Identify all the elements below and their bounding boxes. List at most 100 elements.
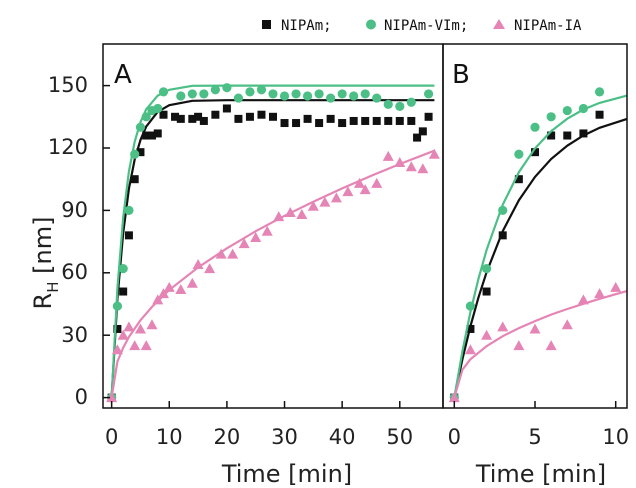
panel-b-data-point-nipam (579, 129, 588, 138)
panel-b-x-tick-label: 0 (448, 425, 461, 449)
panel-a-data-point-nipam (326, 114, 335, 123)
panel-a-data-point-nipam-vim (245, 87, 255, 97)
panel-a-x-tick-label: 10 (156, 425, 183, 449)
panel-a-data-point-nipam-ia (152, 294, 164, 305)
panel-a-data-point-nipam-vim (268, 89, 278, 99)
legend-label-nipam-vim: NIPAm-VIm; (384, 18, 468, 34)
panel-b-data-point-nipam-vim (498, 205, 508, 215)
panel-a-data-point-nipam-vim (383, 99, 393, 109)
panel-b-data-point-nipam-ia (577, 294, 589, 305)
panel-b-data-point-nipam (498, 231, 507, 240)
panel-b-x-tick-label: 10 (602, 425, 629, 449)
panel-b-data-point-nipam-ia (561, 319, 573, 330)
panel-a-data-point-nipam-vim (326, 93, 336, 103)
panel-a-data-point-nipam (361, 116, 370, 125)
panel-b-ticks: 0 5 10 (448, 401, 629, 449)
panel-a-data-point-nipam (159, 110, 168, 119)
panel-a-data-point-nipam (245, 112, 254, 121)
y-tick-label: 90 (61, 198, 88, 222)
panel-a-data-point-nipam (147, 131, 156, 140)
panel-a-data-point-nipam (194, 112, 203, 121)
panel-a-data-point-nipam (130, 175, 139, 184)
panel-a-data-point-nipam-ia (192, 258, 204, 269)
panel-a-data-point-nipam (349, 116, 358, 125)
panel-a-data-point-nipam-vim (130, 149, 140, 159)
panel-a-data-point-nipam-ia (319, 196, 331, 207)
panel-a-data-point-nipam (211, 110, 220, 119)
panel-a-data-point-nipam-ia (342, 186, 354, 197)
panel-b-data-point-nipam-vim (530, 122, 540, 132)
panel-b-data-point-nipam-ia (529, 323, 541, 334)
panel-a-data-point-nipam-ia (296, 209, 308, 220)
panel-a-data-point-nipam-vim (406, 97, 416, 107)
panel-b-fit-line-nipam (453, 117, 628, 398)
panel-a-data-point-nipam-vim (372, 93, 382, 103)
panel-a-data-point-nipam-vim (141, 112, 151, 122)
panel-a-data-point-nipam (257, 110, 266, 119)
panel-a-data-point-nipam-vim (233, 93, 244, 103)
panel-a-data-point-nipam-vim (337, 89, 347, 99)
y-tick-label: 30 (61, 323, 88, 347)
panel-a-data-point-nipam-ia (106, 392, 118, 403)
panel-a-data-point-nipam-vim (423, 89, 434, 99)
panel-a-data-point-nipam (199, 116, 208, 125)
panel-a-data-point-nipam (113, 324, 122, 333)
y-tick-label: 120 (48, 135, 88, 159)
panel-a-data-point-nipam-ia (129, 340, 141, 351)
legend-marker-nipam-vim (366, 19, 376, 30)
legend-label-nipam-ia: NIPAm-IA (514, 18, 582, 34)
panel-a-data-point-nipam-vim (314, 89, 324, 99)
panel-a-fit-line-nipam-ia (110, 149, 435, 398)
panel-a-data-point-nipam-ia (134, 323, 146, 334)
panel-a-data-point-nipam (424, 112, 433, 121)
panel-a-data-point-nipam-ia (123, 321, 135, 332)
panel-a-data-point-nipam (234, 114, 243, 123)
panel-a-data-point-nipam (136, 148, 145, 157)
panel-a-data-point-nipam (413, 133, 422, 142)
panel-b-data-point-nipam-vim (465, 301, 476, 311)
panel-a-data-point-nipam-ia (175, 283, 187, 294)
panel-a-data-point-nipam-ia (284, 206, 296, 217)
panel-a-data-point-nipam (395, 116, 404, 125)
panel-b-data-point-nipam (482, 287, 491, 296)
panel-a-data-point-nipam-ia (238, 238, 250, 249)
panel-b-data-point-nipam (531, 148, 539, 157)
panel-a-data-point-nipam-ia (140, 340, 152, 351)
panel-a-data-point-nipam-ia (417, 163, 429, 174)
legend-marker-nipam-ia (493, 19, 505, 29)
panel-a-data-point-nipam (338, 119, 347, 128)
panel-a-data-point-nipam-ia (146, 319, 158, 330)
panel-a-data-point-nipam-vim (112, 301, 123, 311)
panel-a-data-point-nipam-ia (428, 148, 440, 159)
panel-a-x-tick-label: 30 (271, 425, 298, 449)
panel-a-data-point-nipam-ia (215, 248, 227, 259)
panel-a-data-point-nipam-ia (394, 157, 406, 168)
panel-a-data-point-nipam (407, 116, 416, 125)
panel-a-data-point-nipam-vim (176, 91, 186, 101)
panel-a-x-tick-label: 50 (386, 425, 413, 449)
panel-a-data-point-nipam (384, 116, 393, 125)
panel-a-data-point-nipam (176, 114, 185, 123)
panel-b-data-point-nipam-ia (610, 281, 622, 292)
y-tick-label: 150 (48, 73, 88, 97)
panel-a-data-point-nipam-vim (199, 89, 209, 99)
panel-a-data-point-nipam-ia (250, 231, 262, 242)
panel-a-data-point-nipam-ia (405, 161, 417, 172)
panel-a-data-point-nipam-vim (158, 87, 169, 97)
panel-a-data-point-nipam-ia (261, 225, 273, 236)
panel-a-data-point-nipam (142, 131, 151, 140)
panel-a-data-point-nipam-ia (117, 329, 129, 340)
panel-a-data-point-nipam-ia (371, 177, 383, 188)
y-tick-label: 0 (75, 385, 88, 409)
panel-a-data-point-nipam-ia (158, 288, 170, 299)
legend-label-nipam: NIPAm; (281, 18, 332, 34)
panel-a-data-point-nipam-ia (227, 248, 239, 259)
panel-b-fit-line-nipam-ia (453, 290, 628, 398)
legend: NIPAm; NIPAm-VIm; NIPAm-IA (262, 18, 582, 34)
panel-b-data-point-nipam (514, 175, 523, 184)
panel-a: 0 10 20 30 40 50 A Time [min] (102, 43, 444, 488)
panel-a-label: A (114, 60, 132, 90)
panel-a-data-point-nipam-vim (256, 85, 267, 95)
panel-a-data-point-nipam (119, 287, 128, 296)
